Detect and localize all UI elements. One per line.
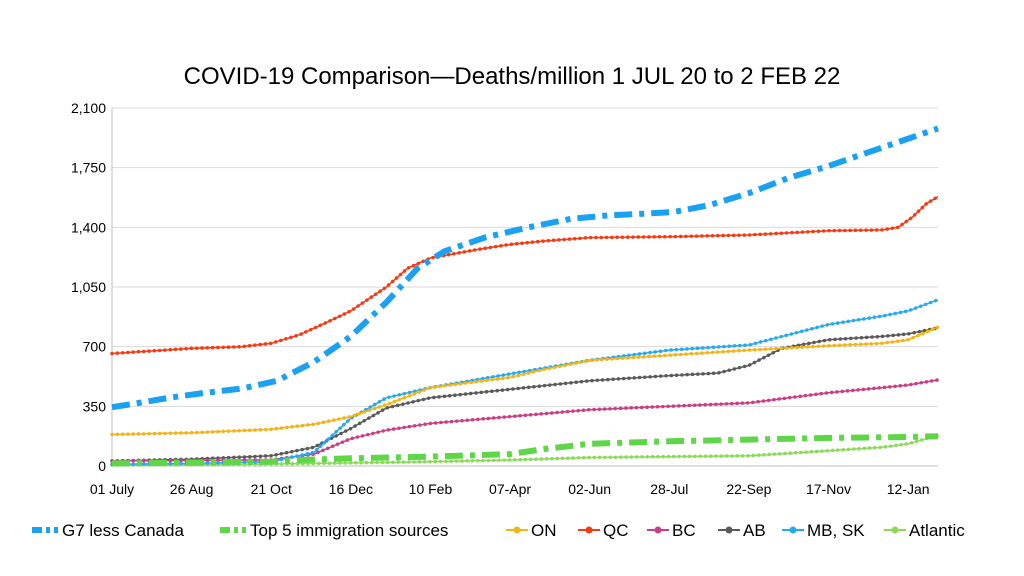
x-axis-ticks: 01 July 26 Aug 21 Oct 16 Dec 10 Feb 07-Apr 02-… xyxy=(90,481,930,497)
legend-label: MB, SK xyxy=(807,521,865,540)
gridlines xyxy=(111,107,938,467)
series-line xyxy=(111,195,939,355)
legend-marker xyxy=(513,526,521,534)
series-on xyxy=(110,325,940,437)
series-line xyxy=(111,299,939,466)
legend-label: BC xyxy=(672,521,696,540)
legend-label: G7 less Canada xyxy=(62,521,184,540)
series-lines xyxy=(110,125,940,467)
legend-entry: MB, SK xyxy=(782,521,865,540)
legend-label: ON xyxy=(531,521,557,540)
x-tick-label: 28-Jul xyxy=(650,481,688,497)
legend-label: AB xyxy=(743,521,766,540)
legend-marker xyxy=(585,526,593,534)
series-line xyxy=(111,326,939,436)
y-tick-label: 700 xyxy=(83,339,107,355)
x-tick-label: 17-Nov xyxy=(806,481,851,497)
legend-entry: Top 5 immigration sources xyxy=(220,521,448,540)
legend-entry: AB xyxy=(718,521,766,540)
series-g7-less-canada xyxy=(111,125,939,411)
series-ab xyxy=(110,326,940,463)
x-tick-label: 12-Jan xyxy=(887,481,930,497)
x-tick-label: 26 Aug xyxy=(170,481,214,497)
series-line xyxy=(110,298,940,467)
legend: G7 less Canada Top 5 immigration sources O… xyxy=(32,521,965,540)
series-qc xyxy=(110,194,940,356)
y-tick-label: 0 xyxy=(98,458,106,474)
y-tick-label: 1,050 xyxy=(71,279,106,295)
x-tick-label: 07-Apr xyxy=(489,481,531,497)
legend-marker xyxy=(654,526,662,534)
series-line xyxy=(111,327,939,462)
y-tick-label: 1,750 xyxy=(71,160,106,176)
series-top-5-immigration-sources xyxy=(111,433,939,467)
y-tick-label: 350 xyxy=(83,398,107,414)
x-tick-label: 02-Jun xyxy=(568,481,611,497)
legend-label: Atlantic xyxy=(909,521,965,540)
chart-title: COVID-19 Comparison—Deaths/million 1 JUL… xyxy=(184,63,841,90)
legend-entry: BC xyxy=(647,521,696,540)
x-tick-label: 10 Feb xyxy=(409,481,453,497)
series-line xyxy=(111,433,939,467)
series-mb-sk xyxy=(110,298,940,467)
series-line xyxy=(111,125,939,411)
legend-label: Top 5 immigration sources xyxy=(250,521,448,540)
legend-entry: QC xyxy=(578,521,629,540)
legend-entry: ON xyxy=(506,521,557,540)
y-tick-label: 1,400 xyxy=(71,219,106,235)
legend-marker xyxy=(891,526,899,534)
y-axis-ticks: 0 350 700 1,050 1,400 1,750 2,100 xyxy=(71,100,106,474)
series-line xyxy=(110,194,940,356)
x-tick-label: 16 Dec xyxy=(329,481,373,497)
legend-entry: Atlantic xyxy=(884,521,965,540)
legend-marker xyxy=(725,526,733,534)
legend-label: QC xyxy=(603,521,629,540)
x-tick-label: 21 Oct xyxy=(251,481,292,497)
x-tick-label: 22-Sep xyxy=(726,481,771,497)
y-tick-label: 2,100 xyxy=(71,100,106,116)
legend-entry: G7 less Canada xyxy=(32,521,184,540)
legend-marker xyxy=(789,526,797,534)
x-tick-label: 01 July xyxy=(90,481,134,497)
